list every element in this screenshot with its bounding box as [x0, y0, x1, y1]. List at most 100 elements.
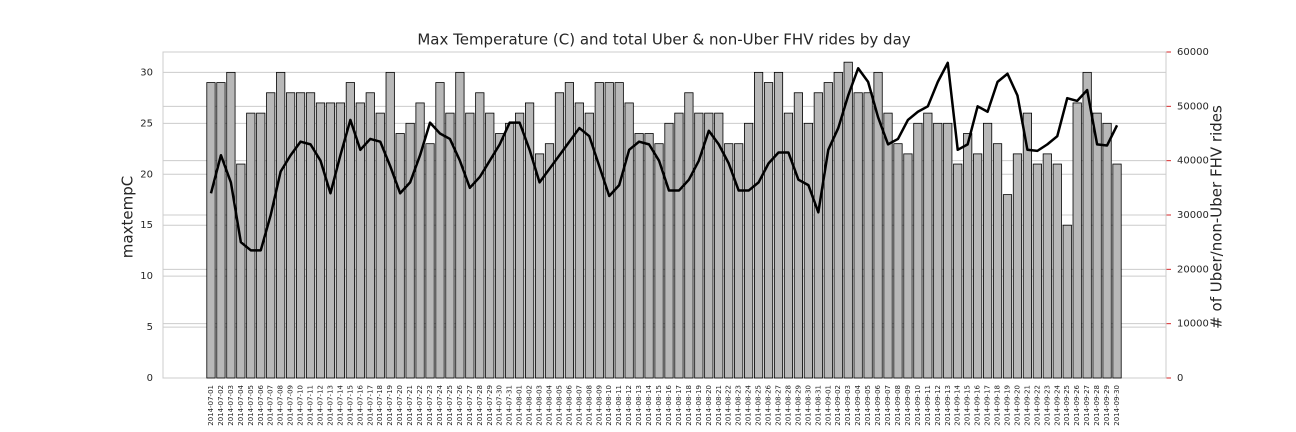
x-tick-label: 2014-07-10: [297, 385, 305, 426]
bar: [803, 122, 813, 379]
x-tick-label: 2014-08-26: [765, 384, 773, 425]
y2-tick-label: 60000: [1177, 47, 1209, 58]
y2-tick-label: 20000: [1177, 264, 1209, 275]
x-tick-label: 2014-07-09: [287, 385, 295, 426]
bar: [335, 102, 345, 379]
bar: [325, 102, 336, 379]
x-tick-label: 2014-09-29: [1103, 385, 1111, 426]
bar: [903, 153, 913, 379]
bar: [843, 61, 853, 379]
x-tick-label: 2014-09-12: [934, 385, 942, 426]
x-tick-label: 2014-07-12: [317, 385, 325, 426]
x-tick-label: 2014-07-26: [456, 384, 464, 425]
bar: [544, 143, 555, 379]
bar: [714, 112, 724, 379]
y2-tick-label: 0: [1177, 373, 1183, 384]
x-tick-label: 2014-07-08: [277, 385, 285, 426]
x-tick-label: 2014-07-25: [446, 385, 454, 426]
bar: [1052, 163, 1062, 379]
bar: [1072, 102, 1082, 379]
bar: [754, 71, 764, 379]
x-tick-label: 2014-07-05: [247, 385, 255, 426]
x-tick-label: 2014-09-19: [1004, 385, 1012, 426]
bar: [724, 143, 734, 379]
y2-tick-label: 10000: [1177, 319, 1209, 330]
bar: [455, 71, 465, 379]
x-tick-label: 2014-08-31: [814, 385, 822, 426]
x-tick-label: 2014-07-01: [207, 385, 215, 426]
bar: [943, 122, 953, 379]
bar: [992, 143, 1003, 379]
x-tick-label: 2014-09-27: [1083, 385, 1091, 426]
bar: [305, 92, 316, 379]
bar: [604, 82, 614, 379]
x-tick-label: 2014-09-11: [924, 385, 932, 426]
x-tick-label: 2014-07-24: [436, 384, 444, 425]
x-tick-label: 2014-08-02: [526, 385, 534, 426]
x-tick-label: 2014-08-05: [555, 385, 563, 426]
bar: [375, 112, 385, 379]
x-tick-label: 2014-08-27: [775, 385, 783, 426]
x-tick-label: 2014-08-01: [516, 385, 524, 426]
bar: [415, 102, 425, 379]
bar: [1112, 163, 1122, 379]
bar: [525, 102, 535, 379]
bar: [614, 82, 624, 379]
x-tick-label: 2014-09-22: [1033, 385, 1041, 426]
x-tick-label: 2014-07-07: [267, 385, 275, 426]
x-tick-label: 2014-08-15: [655, 385, 663, 426]
bar: [405, 122, 415, 379]
bar: [385, 71, 395, 379]
x-tick-label: 2014-08-19: [695, 385, 703, 426]
bar: [644, 133, 654, 379]
x-tick-label: 2014-09-08: [894, 385, 902, 426]
bar: [435, 82, 445, 379]
bar: [206, 82, 216, 379]
x-tick-label: 2014-09-18: [994, 385, 1002, 426]
bar: [694, 112, 704, 379]
bar: [465, 112, 475, 379]
bar: [445, 112, 455, 379]
bar: [395, 133, 405, 379]
bar: [594, 82, 604, 379]
x-tick-label: 2014-08-17: [675, 385, 683, 426]
bar: [734, 143, 744, 379]
x-tick-label: 2014-09-03: [844, 385, 852, 426]
bar: [345, 82, 355, 379]
y2-tick-label: 50000: [1177, 101, 1209, 112]
line: [209, 61, 1119, 252]
bar: [1012, 153, 1023, 379]
x-tick-label: 2014-07-15: [346, 385, 354, 426]
x-tick-label: 2014-07-21: [406, 385, 414, 426]
x-tick-label: 2014-08-09: [595, 385, 603, 426]
y-tick-label: 25: [140, 118, 153, 129]
x-tick-label: 2014-07-11: [307, 385, 315, 426]
bar: [983, 122, 993, 379]
bar: [584, 112, 594, 379]
y2-tick-label: 40000: [1177, 156, 1209, 167]
x-tick-label: 2014-08-20: [705, 385, 713, 426]
x-tick-label: 2014-07-31: [506, 385, 514, 426]
x-tick-label: 2014-09-04: [854, 384, 862, 425]
x-tick-label: 2014-08-07: [575, 385, 583, 426]
x-tick-label: 2014-08-04: [546, 384, 554, 425]
x-tick-label: 2014-09-02: [834, 385, 842, 426]
bar: [236, 163, 246, 379]
bar: [863, 92, 873, 379]
x-tick-label: 2014-07-30: [496, 385, 504, 426]
y-tick-label: 10: [140, 271, 153, 282]
x-tick-label: 2014-07-04: [237, 384, 245, 425]
x-tick-label: 2014-08-21: [715, 385, 723, 426]
x-tick-label: 2014-09-17: [984, 385, 992, 426]
x-tick-label: 2014-07-28: [476, 385, 484, 426]
bar: [564, 82, 574, 379]
bar: [953, 163, 963, 379]
x-tick-label: 2014-09-25: [1063, 385, 1071, 426]
bar: [853, 92, 863, 379]
x-tick-label: 2014-09-20: [1013, 385, 1021, 426]
x-tick-label: 2014-09-28: [1093, 385, 1101, 426]
y-tick-label: 20: [140, 169, 153, 180]
bar: [893, 143, 903, 379]
x-tick-label: 2014-09-05: [864, 385, 872, 426]
